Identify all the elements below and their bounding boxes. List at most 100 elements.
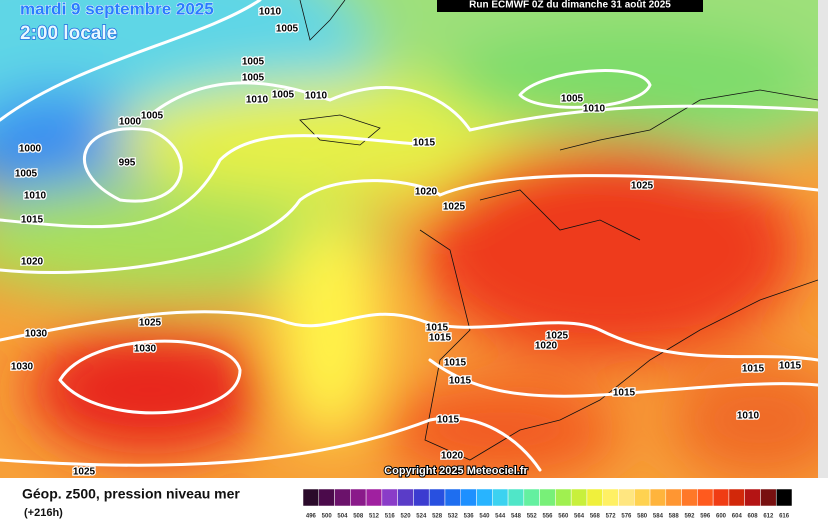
scale-swatch: [586, 488, 603, 507]
scale-swatch: [381, 488, 398, 507]
scale-swatch: [413, 488, 430, 507]
scale-swatch: [665, 488, 682, 507]
scale-label: 512: [369, 514, 380, 520]
legend-lead: (+216h): [24, 507, 63, 519]
isobar-label: 1005: [242, 73, 265, 84]
isobar-label: 1015: [413, 138, 436, 149]
isobar-label: 1020: [441, 451, 464, 462]
isobar-label: 1020: [535, 341, 558, 352]
scale-swatch: [460, 488, 477, 507]
isobar-label: 1005: [276, 24, 299, 35]
scale-swatch: [302, 488, 320, 507]
isobar-label: 1015: [613, 388, 636, 399]
color-scale: 496 500 504 508 512 516 520 524 528 532 536 540 544 5…: [302, 488, 793, 520]
scale-swatch: [775, 488, 793, 507]
scale-swatch: [728, 488, 745, 507]
scale-swatch: [523, 488, 540, 507]
scale-label: 520: [401, 514, 412, 520]
map-date: mardi 9 septembre 2025: [20, 0, 214, 18]
scale-label: 580: [637, 514, 648, 520]
isobar-label: 1015: [21, 215, 44, 226]
scale-swatch: [476, 488, 493, 507]
isobar-label: 1020: [415, 187, 438, 198]
isobar-label: 1025: [73, 467, 96, 478]
scale-label: 552: [527, 514, 538, 520]
scale-label: 564: [574, 514, 585, 520]
isobar-label: 1030: [134, 344, 157, 355]
scale-swatch: [649, 488, 667, 507]
isobar-label: 1030: [25, 329, 48, 340]
scale-swatch: [350, 488, 367, 507]
scale-swatch: [507, 488, 525, 507]
scale-label: 536: [464, 514, 475, 520]
scale-label: 600: [716, 514, 727, 520]
run-info: Run ECMWF 0Z du dimanche 31 août 2025: [469, 0, 671, 11]
scale-label: 528: [432, 514, 443, 520]
isobar-label: 1015: [429, 333, 452, 344]
scale-swatch: [539, 488, 556, 507]
scale-label: 532: [448, 514, 459, 520]
scale-swatch: [744, 488, 761, 507]
scale-swatch: [334, 488, 351, 507]
scale-label: 508: [353, 514, 364, 520]
scale-swatch: [318, 488, 335, 507]
isobar-label: 1000: [19, 144, 42, 155]
scale-swatch: [570, 488, 588, 507]
isobar-label: 1005: [141, 111, 164, 122]
scale-label: 524: [416, 514, 427, 520]
scale-label: 592: [684, 514, 695, 520]
isobar-label: 1005: [272, 90, 295, 101]
scale-label: 596: [700, 514, 711, 520]
scale-swatch: [697, 488, 714, 507]
scale-label: 584: [653, 514, 664, 520]
isobar-label: 1000: [119, 117, 142, 128]
scale-label: 548: [511, 514, 522, 520]
map-time: 2:00 locale: [20, 23, 117, 44]
isobar-label: 1020: [21, 257, 44, 268]
isobar-label: 1015: [426, 323, 449, 334]
scale-label: 568: [590, 514, 601, 520]
scale-label: 576: [621, 514, 632, 520]
run-box: [437, 0, 703, 12]
isobar-label: 995: [119, 158, 136, 169]
isobar-label: 1005: [15, 169, 38, 180]
isobar-label: 1010: [24, 191, 47, 202]
scale-swatch: [760, 488, 777, 507]
isobar-label: 1015: [444, 358, 467, 369]
isobar-label: 1025: [546, 331, 569, 342]
isobar-label: 1010: [259, 7, 282, 18]
copyright: Copyright 2025 Meteociel.fr: [384, 465, 528, 477]
scale-label: 544: [495, 514, 506, 520]
isobar-label: 1005: [242, 57, 265, 68]
isobar-label: 1025: [139, 318, 162, 329]
scale-label: 616: [779, 514, 790, 520]
isobar-label: 1010: [246, 95, 269, 106]
frame-edge: [818, 0, 828, 478]
isobar-label: 1025: [443, 202, 466, 213]
scale-label: 504: [337, 514, 348, 520]
isobar-label: 1030: [11, 362, 34, 373]
scale-swatch: [397, 488, 414, 507]
scale-label: 572: [606, 514, 617, 520]
isobar-label: 1015: [779, 361, 802, 372]
scale-label: 540: [479, 514, 490, 520]
scale-label: 560: [558, 514, 569, 520]
scale-label: 612: [763, 514, 774, 520]
scale-label: 516: [385, 514, 396, 520]
scale-swatch: [492, 488, 509, 507]
scale-label: 608: [748, 514, 759, 520]
scale-label: 496: [306, 514, 317, 520]
isobar-label: 1010: [305, 91, 328, 102]
isobar-label: 1015: [742, 364, 765, 375]
scale-swatch: [365, 488, 383, 507]
scale-swatch: [634, 488, 651, 507]
scale-swatch: [444, 488, 461, 507]
isobar-label: 1015: [449, 376, 472, 387]
isobar-label: 1010: [583, 104, 606, 115]
scale-label: 604: [732, 514, 743, 520]
isobar-label: 1010: [737, 411, 760, 422]
